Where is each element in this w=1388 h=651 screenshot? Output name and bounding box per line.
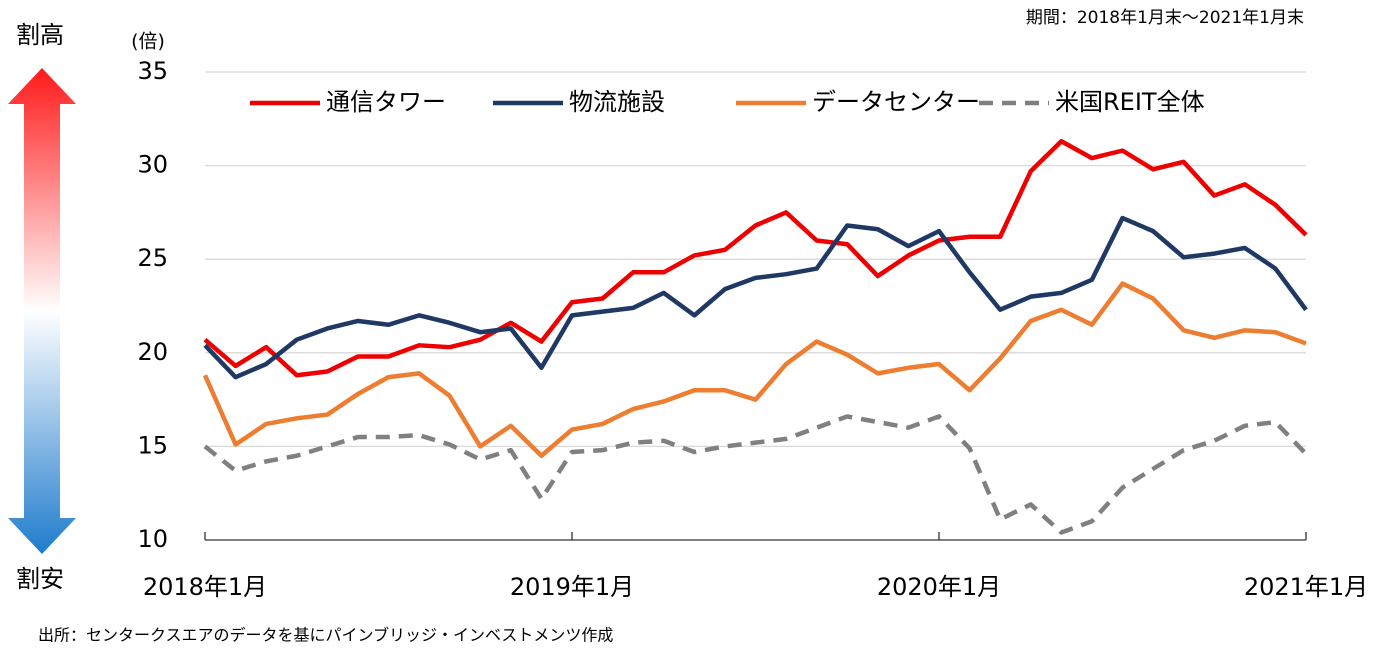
valuation-arrow — [8, 68, 76, 554]
legend-label: 米国REIT全体 — [1055, 88, 1205, 116]
legend-label: 通信タワー — [326, 88, 446, 116]
series-line — [203, 139, 1308, 378]
x-tick-label: 2020年1月 — [877, 573, 1001, 601]
y-tick-label: 35 — [137, 57, 168, 85]
series-line — [202, 281, 1307, 459]
y-tick-label: 20 — [137, 338, 168, 366]
y-tick-label: 15 — [137, 431, 168, 459]
y-tick-label: 25 — [137, 244, 168, 272]
source: 出所：センタークスエアのデータを基にパインブリッジ・インベストメンツ作成 — [38, 626, 613, 645]
legend-label: 物流施設 — [569, 88, 665, 116]
x-tick-label: 2018年1月 — [143, 573, 267, 601]
series-line — [203, 215, 1308, 380]
x-tick-label: 2019年1月 — [510, 573, 634, 601]
high-label: 割高 — [16, 21, 64, 49]
y-tick-label: 10 — [137, 525, 168, 553]
low-label: 割安 — [16, 565, 64, 593]
period: 期間：2018年1月末～2021年1月末 — [1026, 8, 1304, 28]
series-line — [203, 414, 1308, 535]
legend-label: データセンター — [812, 88, 980, 116]
y-axis-label: (倍) — [131, 31, 165, 53]
x-tick-label: 2021年1月 — [1244, 573, 1368, 601]
y-tick-label: 30 — [137, 151, 168, 179]
